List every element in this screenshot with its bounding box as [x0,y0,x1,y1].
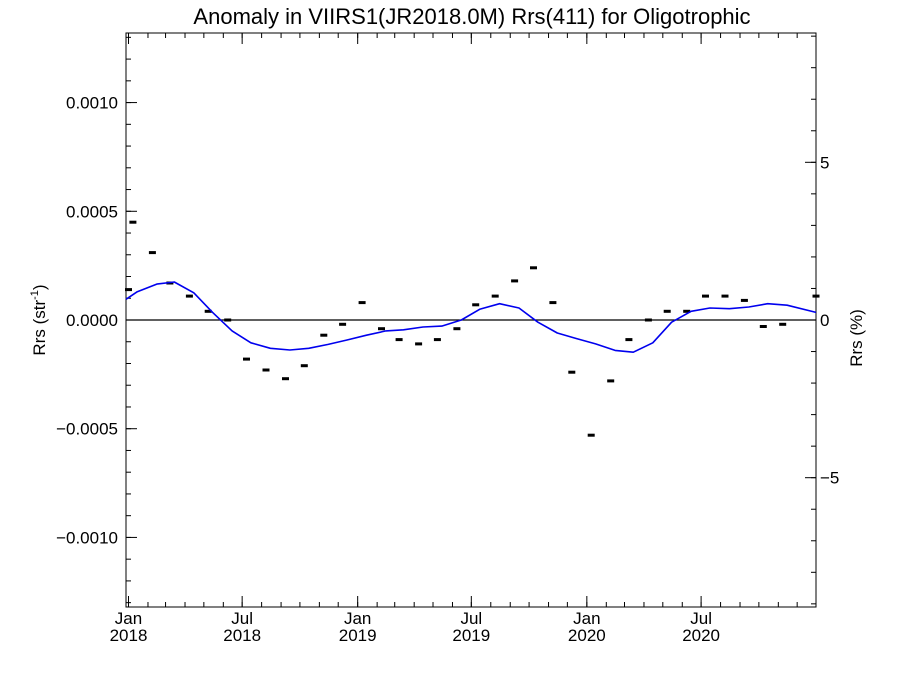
anomaly-marker [759,325,767,328]
anomaly-marker [472,303,480,307]
anomaly-marker [530,266,537,270]
anomaly-marker [625,338,633,342]
anomaly-marker [683,309,691,313]
anomaly-marker [339,322,347,326]
plot-area: 0.00100.00050.0000−0.0005−0.001050−5Jan2… [56,32,839,645]
anomaly-marker [433,338,441,342]
y2-axis-label: Rrs (%) [847,309,866,367]
y-axis-label-text: Rrs (str [30,300,49,356]
anomaly-marker [453,327,461,331]
x-tick-label-year: 2018 [223,626,261,645]
y2-tick-label: 0 [820,311,829,330]
anomaly-marker [607,379,615,383]
anomaly-marker [358,301,366,305]
anomaly-marker [568,370,576,374]
anomaly-marker [262,368,270,372]
anomaly-marker [395,338,403,342]
anomaly-marker [415,342,423,346]
anomaly-marker [300,364,308,368]
y-tick-label: 0.0005 [66,202,118,221]
x-tick-label-year: 2019 [339,626,377,645]
y-axis-label-close: ) [30,284,49,290]
y-tick-label: −0.0005 [56,420,118,439]
anomaly-marker [587,433,595,437]
anomaly-marker [320,333,328,337]
anomaly-marker [702,294,709,298]
anomaly-marker [779,322,787,326]
anomaly-marker [129,220,137,224]
anomaly-marker [185,294,193,298]
anomaly-marker [549,301,557,305]
smoothed-anomaly-line [125,281,817,354]
x-tick-label-month: Jul [231,609,253,628]
y2-tick-label: −5 [820,469,839,488]
x-tick-label-year: 2020 [568,626,606,645]
y2-axis-label-text: Rrs (%) [847,309,866,367]
svg-text:Rrs (str-1): Rrs (str-1) [29,284,49,355]
anomaly-marker [721,294,729,298]
x-tick-label-year: 2020 [682,626,720,645]
y-tick-label: 0.0000 [66,311,118,330]
anomaly-marker [224,318,232,322]
anomaly-marker [812,294,820,298]
x-tick-label-month: Jul [460,609,482,628]
anomaly-marker [740,298,748,302]
x-tick-label-month: Jul [690,609,712,628]
anomaly-marker [204,309,212,313]
y-axis-label: Rrs (str-1) [29,284,49,355]
x-tick-label-month: Jan [115,609,142,628]
x-tick-label-year: 2018 [110,626,148,645]
anomaly-marker [282,377,289,381]
anomaly-marker [125,288,132,292]
chart-title: Anomaly in VIIRS1(JR2018.0M) Rrs(411) fo… [193,4,750,29]
anomaly-marker [511,279,519,283]
anomaly-marker [663,309,671,313]
x-tick-label-month: Jan [573,609,600,628]
anomaly-marker [491,294,499,298]
y-axis-label-sup: -1 [29,290,41,300]
anomaly-marker [378,327,385,331]
anomaly-marker [644,318,652,322]
y-tick-label: 0.0010 [66,94,118,113]
y-tick-label: −0.0010 [56,528,118,547]
x-tick-label-year: 2019 [452,626,490,645]
anomaly-marker [148,251,156,255]
y2-tick-label: 5 [820,153,829,172]
anomaly-marker [243,357,250,361]
x-tick-label-month: Jan [344,609,371,628]
